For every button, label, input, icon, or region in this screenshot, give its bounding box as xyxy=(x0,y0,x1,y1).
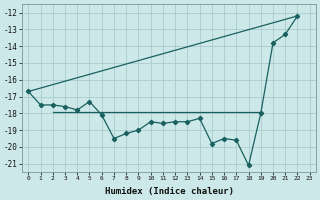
X-axis label: Humidex (Indice chaleur): Humidex (Indice chaleur) xyxy=(105,187,234,196)
